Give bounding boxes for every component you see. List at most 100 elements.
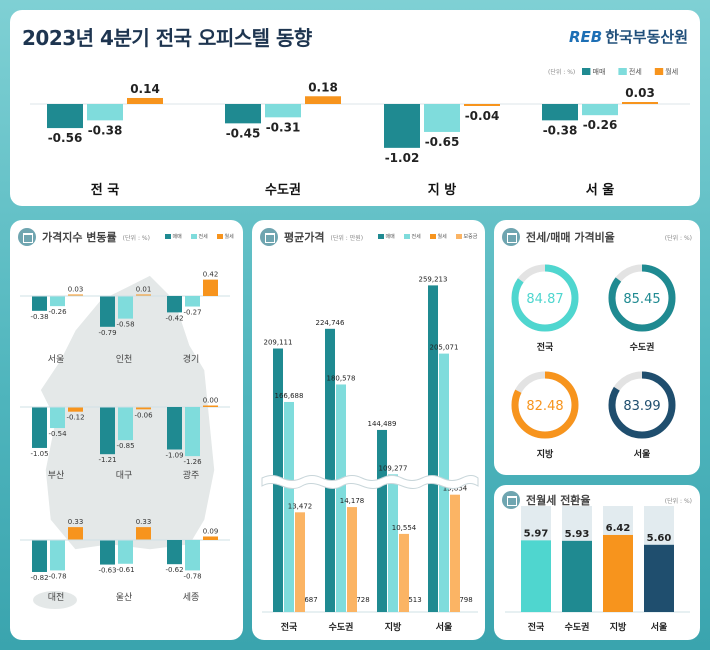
data-label: 13,472	[288, 502, 313, 510]
bar-매매-3	[542, 104, 578, 121]
donut-arc-지방	[511, 371, 579, 439]
page-title: 2023년 4분기 전국 오피스텔 동향	[22, 26, 312, 50]
category-label: 수도권	[565, 621, 590, 633]
legend-label-monthly: 월세	[438, 233, 448, 240]
legend-label-monthly: 월세	[225, 233, 235, 240]
data-label: -0.62	[165, 566, 183, 574]
building-icon	[502, 491, 520, 509]
bar-매매-0	[47, 104, 83, 129]
category-label: 수도권	[329, 621, 354, 633]
region-label: 울산	[116, 592, 133, 603]
bar-전세-인천	[118, 296, 133, 319]
ratio-card-title: 전세/매매 가격비율 (단위 : %)	[502, 228, 692, 246]
data-label: 209,111	[264, 339, 293, 347]
data-label: 144,489	[368, 420, 397, 428]
bar-월세-대구	[136, 407, 151, 410]
data-label: -0.12	[66, 414, 84, 422]
category-label: 수도권	[265, 183, 301, 198]
data-label: -1.21	[98, 456, 116, 464]
donut-value: 83.99	[623, 399, 660, 414]
legend-label-jeonse: 전세	[199, 233, 209, 240]
legend-swatch-sale	[582, 68, 591, 75]
data-label: -0.45	[226, 126, 261, 140]
data-label: -0.61	[116, 566, 134, 574]
donut-arc-전국	[511, 264, 579, 332]
bar-월세-경기	[203, 279, 218, 296]
legend-label-jeonse: 전세	[629, 67, 642, 76]
bar-전세-0	[87, 104, 123, 121]
category-label: 전국	[281, 621, 298, 633]
data-label: -0.79	[98, 329, 116, 337]
category-label: 지방	[610, 621, 627, 633]
data-label: -0.82	[30, 574, 48, 582]
donut-label: 지방	[537, 448, 554, 460]
legend-label-jeonse: 전세	[412, 233, 422, 240]
donut-value: 82.48	[526, 399, 563, 414]
bar-월세-서울	[68, 294, 83, 296]
bar-전세-3	[582, 104, 618, 116]
bar-전세-2	[424, 104, 460, 132]
bar-매매-경기	[167, 296, 182, 313]
data-label: -0.63	[98, 567, 116, 575]
data-label: -0.04	[465, 109, 500, 123]
bar-월세-2	[464, 104, 500, 106]
legend-swatch-monthly	[217, 234, 223, 239]
category-label: 서울	[436, 621, 453, 633]
donut-arc-수도권	[608, 264, 676, 332]
data-label: 0.33	[68, 518, 84, 526]
data-label: 224,746	[316, 319, 345, 327]
region-label: 인천	[116, 354, 133, 365]
data-label: -0.38	[543, 123, 578, 137]
logo-mark: REB	[568, 28, 603, 46]
category-label: 전 국	[91, 182, 119, 198]
data-label: 0.18	[308, 80, 338, 94]
donut-value: 85.45	[623, 292, 660, 307]
data-label: -0.56	[48, 131, 83, 145]
bar-보증금-수도권	[347, 507, 357, 612]
data-label: -0.58	[116, 321, 134, 329]
bar-전세-광주	[185, 407, 200, 457]
data-label: -0.31	[266, 120, 301, 134]
data-label: 0.03	[68, 286, 84, 294]
data-label: -0.42	[165, 314, 183, 322]
data-label: 0.09	[203, 527, 219, 535]
data-label: -0.78	[183, 572, 201, 580]
data-label: -0.26	[583, 118, 618, 132]
legend-label-deposit: 보증금	[464, 234, 478, 240]
data-label: 0.00	[203, 397, 219, 405]
data-label: -0.06	[134, 411, 153, 419]
bar-매매-서울	[32, 296, 47, 311]
logo: REB 한국부동산원	[569, 26, 688, 47]
data-label: 0.14	[130, 82, 160, 96]
data-label: -0.27	[183, 309, 201, 317]
data-label: -1.09	[165, 452, 183, 460]
bar-매매-세종	[167, 540, 182, 565]
price-card-title: 평균가격 (단위 : 만원)	[260, 228, 363, 246]
data-label: 798	[459, 596, 472, 604]
data-label: -0.26	[48, 308, 67, 316]
data-label: 0.33	[136, 518, 152, 526]
bar-전세-지방	[388, 474, 398, 612]
legend-swatch-deposit	[456, 234, 462, 239]
bar-매매-대구	[100, 407, 115, 455]
bar-전세-부산	[50, 407, 65, 429]
data-label: -0.78	[48, 572, 66, 580]
bar-전세-전국	[284, 401, 294, 612]
category-label: 서울	[651, 621, 668, 633]
category-label: 전국	[528, 621, 545, 633]
bar-월세-울산	[136, 527, 151, 540]
legend-label-sale: 매매	[386, 233, 396, 240]
bar-월세-부산	[68, 407, 83, 412]
bar-매매-2	[384, 104, 420, 148]
region-label: 대구	[116, 470, 133, 481]
bar-전세-울산	[118, 540, 133, 564]
bar-매매-수도권	[325, 328, 335, 612]
bar-서울	[644, 544, 674, 612]
index-card-title: 가격지수 변동률 (단위 : %)	[18, 228, 150, 246]
logo-text: 한국부동산원	[605, 28, 688, 46]
bar-전세-경기	[185, 296, 200, 307]
bar-월세-대전	[68, 527, 83, 540]
bar-전국	[521, 540, 551, 612]
conversion-card-title: 전월세 전환율 (단위 : %)	[502, 491, 692, 509]
